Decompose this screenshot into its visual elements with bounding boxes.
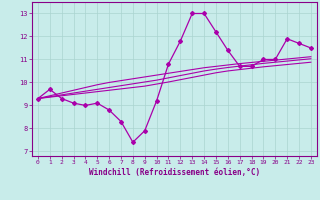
X-axis label: Windchill (Refroidissement éolien,°C): Windchill (Refroidissement éolien,°C) bbox=[89, 168, 260, 177]
